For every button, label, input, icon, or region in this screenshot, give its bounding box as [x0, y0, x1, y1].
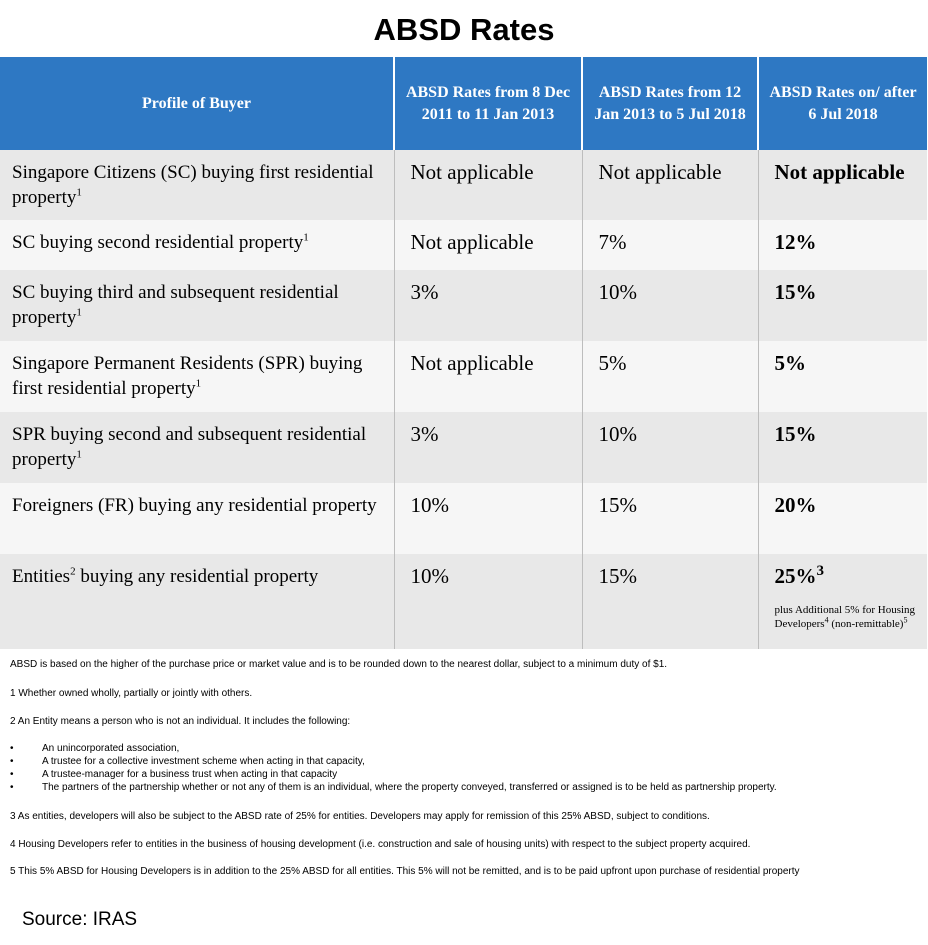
table-header-row: Profile of Buyer ABSD Rates from 8 Dec 2… — [0, 57, 927, 150]
rate-cell: 10% — [394, 483, 583, 554]
note-1: 1 Whether owned wholly, partially or joi… — [10, 688, 253, 699]
footnote-ref: 2 — [70, 565, 76, 578]
housing-developer-note: plus Additional 5% for Housing Developer… — [775, 603, 920, 631]
profile-text: SC buying third and subsequent residenti… — [12, 282, 339, 328]
profile-text: buying any residential property — [75, 566, 319, 587]
bullet-icon: • — [10, 782, 14, 793]
note-5: 5 This 5% ABSD for Housing Developers is… — [10, 866, 800, 877]
footnote-ref: 5 — [903, 615, 908, 625]
note-absd: ABSD is based on the higher of the purch… — [10, 659, 668, 670]
header-rate-2011: ABSD Rates from 8 Dec 2011 to 11 Jan 201… — [394, 57, 583, 150]
profile-text: SPR buying second and subsequent residen… — [12, 424, 367, 470]
footnote-ref: 3 — [816, 563, 825, 579]
footnote-ref: 4 — [824, 615, 829, 625]
profile-text: SC buying second residential property — [12, 232, 304, 253]
profile-text: Singapore Citizens (SC) buying first res… — [12, 162, 374, 208]
profile-cell: Singapore Citizens (SC) buying first res… — [0, 150, 395, 220]
rate-cell-current: 20% — [758, 483, 927, 554]
rate-cell: Not applicable — [394, 150, 583, 220]
rate-cell-current: 25%3 plus Additional 5% for Housing Devel… — [758, 554, 927, 649]
note-text: plus Additional 5% for Housing Developer… — [774, 604, 916, 630]
footnote-ref: 1 — [76, 448, 82, 461]
rate-cell: 10% — [582, 270, 759, 341]
table-row: SPR buying second and subsequent residen… — [0, 412, 927, 483]
note-2: 2 An Entity means a person who is not an… — [10, 716, 351, 727]
rate-value: 25% — [774, 564, 817, 588]
rate-cell: 3% — [394, 270, 583, 341]
rate-cell: 5% — [582, 341, 759, 412]
profile-text: Foreigners (FR) buying any residential p… — [12, 495, 377, 516]
table-row: Singapore Citizens (SC) buying first res… — [0, 150, 927, 220]
rate-cell: 10% — [394, 554, 583, 649]
footnote-ref: 1 — [195, 377, 202, 390]
rate-cell: 15% — [582, 554, 759, 649]
profile-text: Entities — [12, 566, 71, 587]
rate-cell-current: 5% — [758, 341, 927, 412]
note-text: (non-remittable) — [828, 618, 904, 630]
table-row: Foreigners (FR) buying any residential p… — [0, 483, 927, 554]
page-title: ABSD Rates — [373, 12, 555, 47]
header-rate-2013: ABSD Rates from 12 Jan 2013 to 5 Jul 201… — [582, 57, 759, 150]
rate-cell-current: 12% — [758, 220, 927, 270]
rate-cell: 3% — [394, 412, 583, 483]
profile-cell: SC buying second residential property1 — [0, 220, 395, 270]
footnote-ref: 1 — [76, 186, 82, 199]
rate-cell: Not applicable — [582, 150, 759, 220]
rate-cell-current: 15% — [758, 270, 927, 341]
absd-rates-table: Profile of Buyer ABSD Rates from 8 Dec 2… — [0, 57, 927, 649]
bullet-icon: • — [10, 769, 14, 780]
table-row: Entities2 buying any residential propert… — [0, 554, 927, 649]
source-credit: Source: IRAS — [22, 909, 138, 930]
footnote-ref: 1 — [303, 231, 309, 244]
profile-cell: Entities2 buying any residential propert… — [0, 554, 395, 649]
profile-text: Singapore Permanent Residents (SPR) buyi… — [12, 353, 363, 399]
rate-cell: 10% — [582, 412, 759, 483]
footnote-ref: 1 — [76, 306, 82, 319]
header-rate-2018: ABSD Rates on/ after 6 Jul 2018 — [758, 57, 927, 150]
rate-cell-current: Not applicable — [758, 150, 927, 220]
table-row: Singapore Permanent Residents (SPR) buyi… — [0, 341, 927, 412]
rate-cell: Not applicable — [394, 220, 583, 270]
note-4: 4 Housing Developers refer to entities i… — [10, 839, 751, 850]
table-row: SC buying second residential property1 N… — [0, 220, 927, 270]
profile-cell: Singapore Permanent Residents (SPR) buyi… — [0, 341, 395, 412]
rate-cell: 7% — [582, 220, 759, 270]
note-3: 3 As entities, developers will also be s… — [10, 811, 710, 822]
profile-cell: Foreigners (FR) buying any residential p… — [0, 483, 395, 554]
rate-cell-current: 15% — [758, 412, 927, 483]
profile-cell: SC buying third and subsequent residenti… — [0, 270, 395, 341]
profile-cell: SPR buying second and subsequent residen… — [0, 412, 395, 483]
header-profile: Profile of Buyer — [0, 57, 395, 150]
bullet-icon: • — [10, 756, 14, 767]
table-row: SC buying third and subsequent residenti… — [0, 270, 927, 341]
rate-cell: 15% — [582, 483, 759, 554]
rate-cell: Not applicable — [394, 341, 583, 412]
bullet-icon: • — [10, 743, 14, 754]
